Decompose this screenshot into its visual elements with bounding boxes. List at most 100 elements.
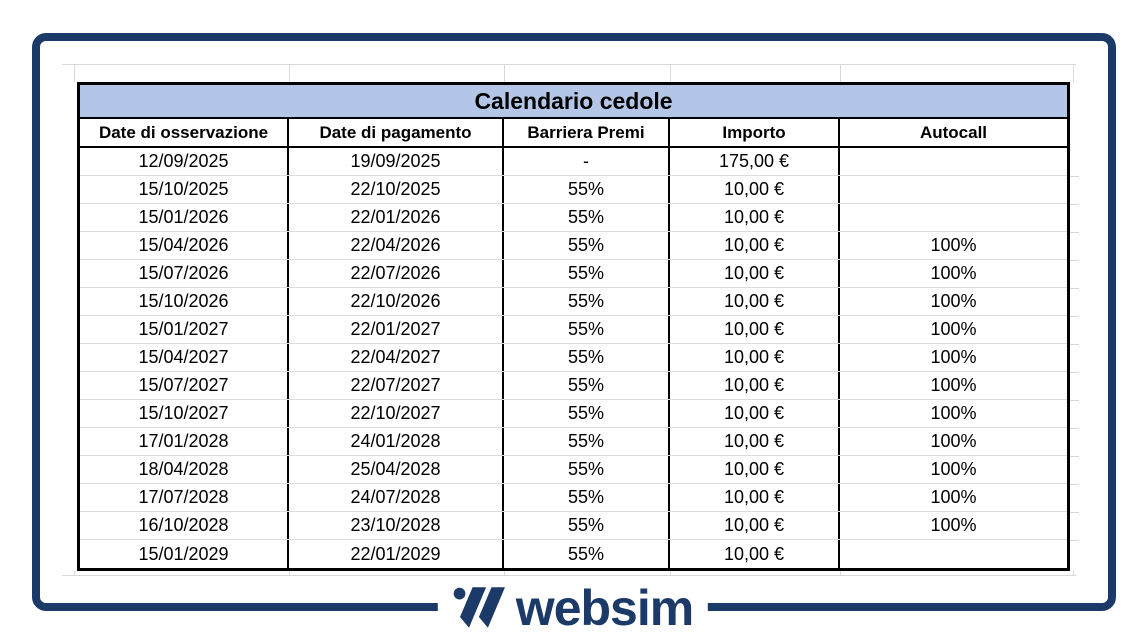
table-cell: 100% <box>930 319 977 339</box>
table-cell: 10,00 € <box>670 428 840 455</box>
table-cell: 22/10/2025 <box>289 176 504 203</box>
table-cell: 10,00 € <box>670 512 840 539</box>
table-cell: 55% <box>504 484 670 511</box>
table-cell: 15/10/2025 <box>80 176 289 203</box>
table-header-row: Date di osservazione Date di pagamento Bar… <box>80 119 1067 148</box>
column-header: Autocall <box>919 122 988 142</box>
table-cell: 22/01/2027 <box>289 316 504 343</box>
table-cell: 10,00 € <box>670 372 840 399</box>
table-row: 17/01/2028 24/01/2028 55% 10,00 € 100% <box>80 428 1067 456</box>
table-cell <box>840 176 1067 203</box>
table-row: 15/01/2026 22/01/2026 55% 10,00 € <box>80 204 1067 232</box>
table-row: 15/10/2025 22/10/2025 55% 10,00 € <box>80 176 1067 204</box>
table-cell: 24/07/2028 <box>289 484 504 511</box>
websim-logo-icon <box>453 587 505 628</box>
table-row: 15/10/2027 22/10/2027 55% 10,00 € 100% <box>80 400 1067 428</box>
table-cell: 10,00 € <box>670 204 840 231</box>
table-cell <box>840 540 1067 568</box>
gridline <box>1070 176 1079 177</box>
table-cell: 175,00 € <box>670 148 840 175</box>
gridline <box>1070 232 1079 233</box>
table-cell: 10,00 € <box>670 484 840 511</box>
table-cell: 55% <box>504 204 670 231</box>
table-cell: 10,00 € <box>670 456 840 483</box>
gridline <box>840 571 841 576</box>
gridline <box>1070 540 1079 541</box>
table-cell: 22/01/2029 <box>289 540 504 568</box>
table-cell: 15/04/2027 <box>80 344 289 371</box>
table-row: 15/04/2026 22/04/2026 55% 10,00 € 100% <box>80 232 1067 260</box>
table-cell: 22/01/2026 <box>289 204 504 231</box>
table-row: 15/01/2027 22/01/2027 55% 10,00 € 100% <box>80 316 1067 344</box>
table-row: 18/04/2028 25/04/2028 55% 10,00 € 100% <box>80 456 1067 484</box>
gridline <box>1073 64 1074 82</box>
table-cell: 10,00 € <box>670 540 840 568</box>
table-cell: 55% <box>504 540 670 568</box>
table-cell: 55% <box>504 316 670 343</box>
table-cell: 22/10/2026 <box>289 288 504 315</box>
table-cell: 55% <box>504 512 670 539</box>
gridline <box>840 64 841 82</box>
table-body: 12/09/2025 19/09/2025-175,00 €15/10/2025 2… <box>80 148 1067 568</box>
gridline <box>1073 571 1074 576</box>
coupon-calendar-table: Calendario cedole Date di osservazione Da… <box>77 82 1070 571</box>
gridline <box>1070 372 1079 373</box>
table-cell: 15/10/2026 <box>80 288 289 315</box>
column-header: Date di osservazione <box>80 119 289 146</box>
table-cell: 55% <box>504 456 670 483</box>
gridline <box>504 64 505 82</box>
table-row: 15/10/2026 22/10/2026 55% 10,00 € 100% <box>80 288 1067 316</box>
table-cell: 15/10/2027 <box>80 400 289 427</box>
table-cell: 17/01/2028 <box>80 428 289 455</box>
gridline <box>74 571 75 576</box>
table-cell: 15/07/2027 <box>80 372 289 399</box>
table-cell: 10,00 € <box>670 344 840 371</box>
table-cell: 10,00 € <box>670 176 840 203</box>
table-cell: 100% <box>930 347 977 367</box>
gridline <box>1070 288 1079 289</box>
table-cell: 10,00 € <box>670 260 840 287</box>
gridline <box>62 575 1076 576</box>
table-cell: 55% <box>504 428 670 455</box>
table-cell: 100% <box>930 459 977 479</box>
table-cell: 100% <box>930 291 977 311</box>
table-cell: 55% <box>504 232 670 259</box>
table-row: 12/09/2025 19/09/2025-175,00 € <box>80 148 1067 176</box>
table-row: 15/07/2026 22/07/2026 55% 10,00 € 100% <box>80 260 1067 288</box>
table-cell: 10,00 € <box>670 316 840 343</box>
table-cell: 10,00 € <box>670 288 840 315</box>
table-row: 16/10/2028 23/10/2028 55% 10,00 € 100% <box>80 512 1067 540</box>
table-row: 15/01/2029 22/01/2029 55% 10,00 € <box>80 540 1067 568</box>
table-cell: 100% <box>930 487 977 507</box>
gridline <box>1070 260 1079 261</box>
gridline <box>1070 428 1079 429</box>
table-cell: 100% <box>930 235 977 255</box>
gridline <box>1070 484 1079 485</box>
gridline <box>62 64 1076 65</box>
table-cell: 100% <box>930 375 977 395</box>
gridline <box>289 64 290 82</box>
table-cell: 15/04/2026 <box>80 232 289 259</box>
gridline <box>74 64 75 82</box>
table-cell: 22/10/2027 <box>289 400 504 427</box>
table-cell: 22/07/2027 <box>289 372 504 399</box>
table-cell: 100% <box>930 403 977 423</box>
gridline <box>1070 344 1079 345</box>
table-row: 17/07/2028 24/07/2028 55% 10,00 € 100% <box>80 484 1067 512</box>
table-cell: 55% <box>504 288 670 315</box>
gridline <box>670 571 671 576</box>
table-cell: 25/04/2028 <box>289 456 504 483</box>
table-cell: 100% <box>930 263 977 283</box>
column-header: Date di pagamento <box>289 119 504 146</box>
table-cell: 15/01/2026 <box>80 204 289 231</box>
column-header: Importo <box>670 119 840 146</box>
table-cell: 15/01/2029 <box>80 540 289 568</box>
gridline <box>670 64 671 82</box>
table-title: Calendario cedole <box>80 85 1067 119</box>
gridline <box>1070 456 1079 457</box>
gridline <box>1070 400 1079 401</box>
table-cell: 10,00 € <box>670 232 840 259</box>
gridline <box>289 571 290 576</box>
column-header: Barriera Premi <box>504 119 670 146</box>
gridline <box>1070 512 1079 513</box>
